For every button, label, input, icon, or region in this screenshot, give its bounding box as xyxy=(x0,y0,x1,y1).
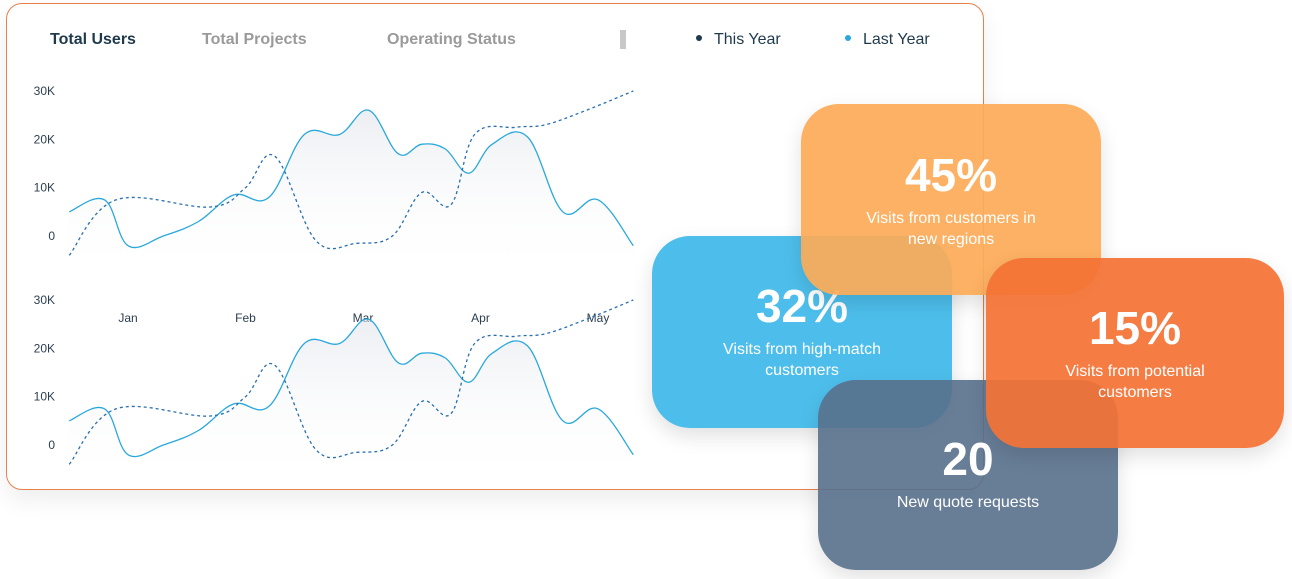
stat-label: Visits from high-match customers xyxy=(723,341,881,379)
y-tick-label: 20K xyxy=(34,132,55,146)
area-fill xyxy=(65,318,645,485)
x-category-label: Feb xyxy=(235,311,256,325)
series-line-this-year xyxy=(68,90,634,256)
legend-dot-icon xyxy=(845,34,851,41)
legend-dot-icon xyxy=(696,34,702,41)
x-category-label: Apr xyxy=(471,311,490,325)
chart-tabs: Total Users Total Projects Operating Sta… xyxy=(7,4,983,76)
area-fill xyxy=(65,109,645,277)
stat-label: New quote requests xyxy=(896,494,1040,511)
tab-total-users[interactable]: Total Users xyxy=(50,31,136,48)
series-line-this-year xyxy=(68,299,634,465)
y-tick-label: 30K xyxy=(34,84,55,98)
tab-total-projects[interactable]: Total Projects xyxy=(202,31,307,48)
series-line-last-year xyxy=(68,109,634,249)
stat-label: Visits from customers in new regions xyxy=(866,210,1036,248)
y-tick-label: 30K xyxy=(34,293,55,307)
y-tick-label: 20K xyxy=(34,341,55,355)
legend-label: This Year xyxy=(714,31,781,48)
x-category-label: Jan xyxy=(118,311,137,325)
legend-this-year: This Year xyxy=(696,31,781,49)
tab-operating-status[interactable]: Operating Status xyxy=(387,31,516,48)
tab-divider xyxy=(620,30,626,49)
stat-card-potential-customers: 15% Visits from potential customers xyxy=(986,258,1284,448)
series-line-last-year xyxy=(68,318,634,458)
y-tick-label: 0 xyxy=(48,229,55,243)
x-category-label: May xyxy=(587,311,610,325)
stat-label: Visits from potential customers xyxy=(1065,363,1205,401)
stat-value: 20 xyxy=(942,433,994,485)
legend-label: Last Year xyxy=(863,31,930,48)
legend-last-year: Last Year xyxy=(845,31,930,49)
y-tick-label: 0 xyxy=(48,438,55,452)
y-tick-label: 10K xyxy=(34,390,55,404)
stat-value: 45% xyxy=(904,149,998,201)
y-tick-label: 10K xyxy=(34,181,55,195)
stat-value: 15% xyxy=(1088,302,1182,354)
